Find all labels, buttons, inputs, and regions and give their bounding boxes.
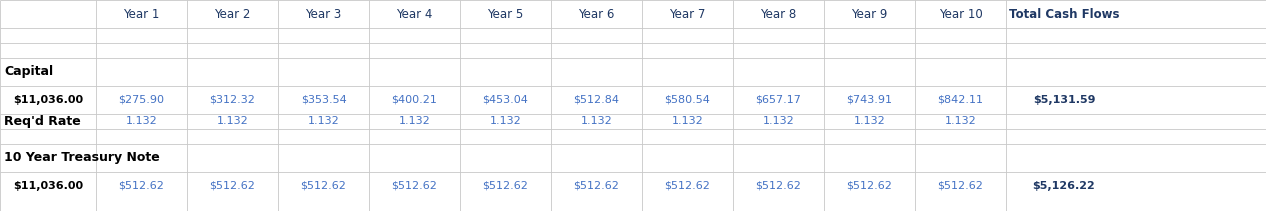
Text: 1.132: 1.132 <box>853 116 885 127</box>
Text: Year 4: Year 4 <box>396 8 433 20</box>
Text: Year 6: Year 6 <box>579 8 615 20</box>
Text: $512.62: $512.62 <box>665 181 710 191</box>
Text: Year 7: Year 7 <box>670 8 705 20</box>
Text: Capital: Capital <box>4 65 53 78</box>
Text: 1.132: 1.132 <box>125 116 157 127</box>
Text: $657.17: $657.17 <box>756 95 801 105</box>
Text: $512.62: $512.62 <box>847 181 893 191</box>
Text: Year 2: Year 2 <box>214 8 251 20</box>
Text: 1.132: 1.132 <box>944 116 976 127</box>
Text: $400.21: $400.21 <box>391 95 438 105</box>
Text: $512.62: $512.62 <box>938 181 984 191</box>
Text: $11,036.00: $11,036.00 <box>13 95 84 105</box>
Text: 1.132: 1.132 <box>581 116 613 127</box>
Text: 1.132: 1.132 <box>762 116 794 127</box>
Text: $11,036.00: $11,036.00 <box>13 181 84 191</box>
Text: 10 Year Treasury Note: 10 Year Treasury Note <box>4 151 160 165</box>
Text: Year 8: Year 8 <box>761 8 796 20</box>
Text: 1.132: 1.132 <box>216 116 248 127</box>
Text: Year 1: Year 1 <box>123 8 160 20</box>
Text: $512.62: $512.62 <box>119 181 165 191</box>
Text: Total Cash Flows: Total Cash Flows <box>1009 8 1119 20</box>
Text: $5,126.22: $5,126.22 <box>1033 181 1095 191</box>
Text: Year 3: Year 3 <box>305 8 342 20</box>
Text: $353.54: $353.54 <box>300 95 347 105</box>
Text: $512.62: $512.62 <box>210 181 256 191</box>
Text: $275.90: $275.90 <box>119 95 165 105</box>
Text: Year 9: Year 9 <box>851 8 887 20</box>
Text: $5,131.59: $5,131.59 <box>1033 95 1095 105</box>
Text: $842.11: $842.11 <box>938 95 984 105</box>
Text: 1.132: 1.132 <box>399 116 430 127</box>
Text: 1.132: 1.132 <box>308 116 339 127</box>
Text: Req'd Rate: Req'd Rate <box>4 115 81 128</box>
Text: $453.04: $453.04 <box>482 95 528 105</box>
Text: Year 5: Year 5 <box>487 8 524 20</box>
Text: 1.132: 1.132 <box>490 116 522 127</box>
Text: $312.32: $312.32 <box>210 95 256 105</box>
Text: Year 10: Year 10 <box>938 8 982 20</box>
Text: $512.62: $512.62 <box>482 181 528 191</box>
Text: $512.62: $512.62 <box>756 181 801 191</box>
Text: $512.62: $512.62 <box>391 181 438 191</box>
Text: $512.62: $512.62 <box>573 181 619 191</box>
Text: $580.54: $580.54 <box>665 95 710 105</box>
Text: $512.84: $512.84 <box>573 95 619 105</box>
Text: $512.62: $512.62 <box>300 181 347 191</box>
Text: $743.91: $743.91 <box>847 95 893 105</box>
Text: 1.132: 1.132 <box>672 116 704 127</box>
